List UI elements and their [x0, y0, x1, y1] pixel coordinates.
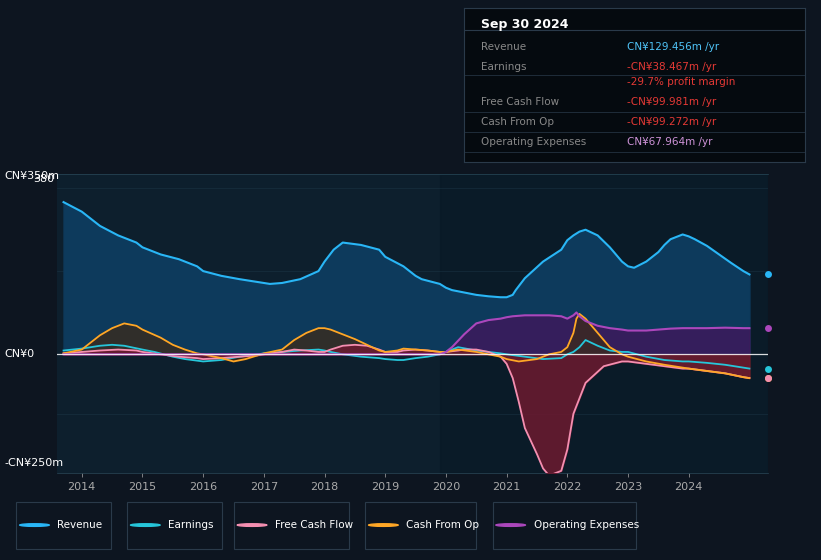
Text: Cash From Op: Cash From Op: [406, 520, 479, 530]
Text: CN¥129.456m /yr: CN¥129.456m /yr: [627, 42, 719, 52]
Text: Free Cash Flow: Free Cash Flow: [275, 520, 353, 530]
Text: CN¥0: CN¥0: [4, 349, 34, 360]
Text: Earnings: Earnings: [168, 520, 213, 530]
Bar: [440, 174, 768, 473]
Text: 380: 380: [33, 174, 54, 184]
Text: Cash From Op: Cash From Op: [481, 118, 554, 127]
Text: Sep 30 2024: Sep 30 2024: [481, 17, 568, 31]
Text: -CN¥38.467m /yr: -CN¥38.467m /yr: [627, 62, 717, 72]
Text: -CN¥99.272m /yr: -CN¥99.272m /yr: [627, 118, 717, 127]
Circle shape: [131, 524, 160, 526]
Text: -CN¥99.981m /yr: -CN¥99.981m /yr: [627, 97, 717, 108]
Text: CN¥67.964m /yr: CN¥67.964m /yr: [627, 137, 713, 147]
Text: CN¥350m: CN¥350m: [4, 171, 59, 181]
Text: Revenue: Revenue: [481, 42, 526, 52]
Circle shape: [369, 524, 398, 526]
Text: Operating Expenses: Operating Expenses: [481, 137, 586, 147]
Circle shape: [496, 524, 525, 526]
Text: Free Cash Flow: Free Cash Flow: [481, 97, 559, 108]
Circle shape: [237, 524, 267, 526]
Circle shape: [20, 524, 49, 526]
Text: Revenue: Revenue: [57, 520, 103, 530]
Text: Operating Expenses: Operating Expenses: [534, 520, 639, 530]
Text: -CN¥250m: -CN¥250m: [4, 458, 63, 468]
Text: -29.7% profit margin: -29.7% profit margin: [627, 77, 736, 87]
Text: Earnings: Earnings: [481, 62, 526, 72]
